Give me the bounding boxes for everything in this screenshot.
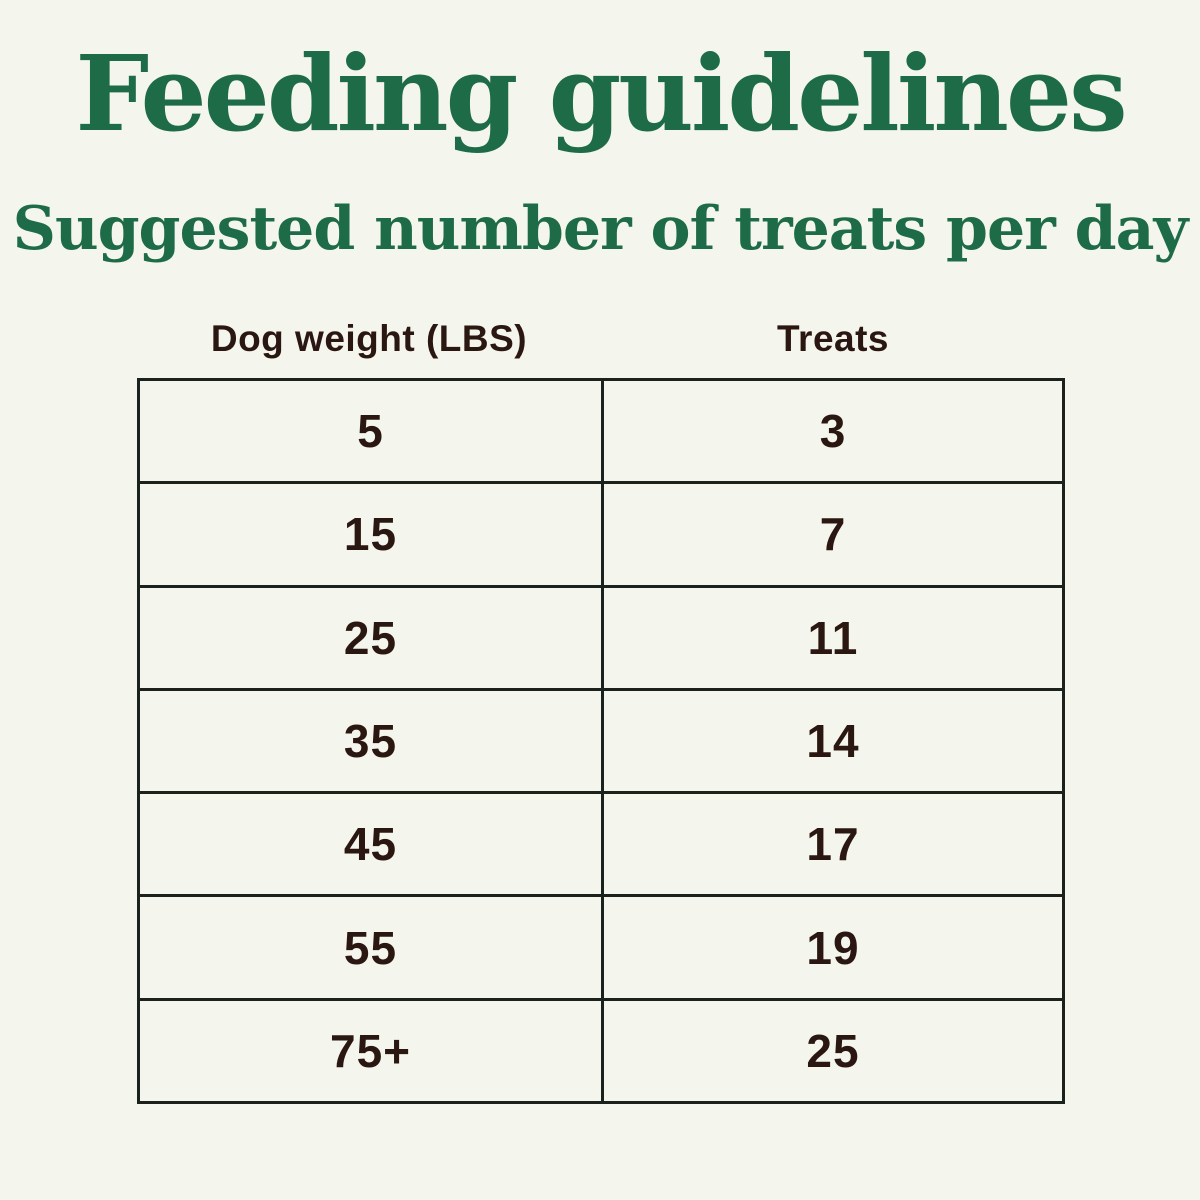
table-row: 35 14	[140, 687, 1062, 792]
table-row: 45 17	[140, 791, 1062, 895]
treats-value: 7	[601, 484, 1062, 585]
table-row: 75+ 25	[140, 997, 1062, 1101]
treats-value: 19	[601, 897, 1062, 998]
page-title: Feeding guidelines	[75, 32, 1127, 155]
dog-weight-value: 15	[343, 508, 398, 561]
treats-value: 11	[601, 587, 1062, 688]
table-row: 5 3	[140, 381, 1062, 482]
table-column-headers: Dog weight (LBS) Treats	[137, 318, 1065, 360]
dog-weight-value: 35	[343, 714, 398, 767]
column-header-dog-weight: Dog weight (LBS)	[210, 318, 528, 359]
feeding-guidelines-table: 5 3 15 7 25 11 35 14 45 17 55 19 75+ 25	[137, 378, 1065, 1104]
dog-weight-value: 55	[343, 921, 398, 974]
dog-weight-value: 25	[343, 611, 398, 664]
table-row: 55 19	[140, 894, 1062, 998]
dog-weight-value: 45	[343, 818, 398, 871]
page-subtitle: Suggested number of treats per day	[12, 194, 1189, 264]
dog-weight-value: 5	[357, 405, 384, 458]
table-row: 15 7	[140, 481, 1062, 585]
column-header-treats: Treats	[776, 318, 889, 359]
treats-value: 17	[601, 794, 1062, 895]
table-row: 25 11	[140, 584, 1062, 688]
treats-value: 25	[601, 1000, 1062, 1101]
treats-value: 14	[601, 690, 1062, 792]
treats-value: 3	[601, 381, 1062, 482]
dog-weight-value: 75+	[329, 1024, 412, 1077]
